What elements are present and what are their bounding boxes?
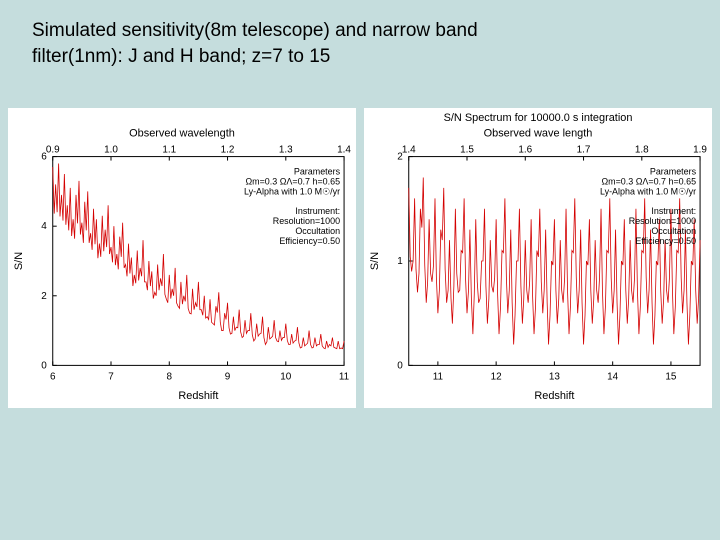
svg-text:Instrument:: Instrument: [651, 206, 696, 216]
svg-text:1.2: 1.2 [221, 145, 235, 156]
svg-text:1: 1 [397, 256, 403, 267]
svg-text:1.4: 1.4 [402, 145, 416, 156]
svg-text:Occultation: Occultation [651, 226, 696, 236]
svg-text:Redshift: Redshift [534, 390, 574, 402]
svg-text:1.5: 1.5 [460, 145, 474, 156]
svg-text:9: 9 [225, 371, 231, 382]
svg-text:Parameters: Parameters [650, 166, 697, 176]
svg-text:8: 8 [167, 371, 173, 382]
svg-text:4: 4 [41, 221, 47, 232]
chart-row: Observed wavelength 0.9 1.0 1.1 1.2 1.3 1.4 6 7 8… [0, 108, 720, 418]
left-chart-svg: Observed wavelength 0.9 1.0 1.1 1.2 1.3 1.4 6 7 8… [8, 108, 356, 408]
svg-text:7: 7 [108, 371, 114, 382]
svg-text:1.9: 1.9 [693, 145, 707, 156]
svg-text:0: 0 [397, 360, 403, 371]
svg-text:Instrument:: Instrument: [295, 206, 340, 216]
svg-text:Resolution=1000: Resolution=1000 [629, 216, 696, 226]
svg-text:Redshift: Redshift [178, 390, 218, 402]
svg-text:Ωm=0.3 ΩΛ=0.7 h=0.65: Ωm=0.3 ΩΛ=0.7 h=0.65 [245, 176, 340, 186]
svg-text:2: 2 [41, 291, 47, 302]
svg-text:0: 0 [41, 360, 47, 371]
svg-text:1.3: 1.3 [279, 145, 293, 156]
svg-text:1.0: 1.0 [104, 145, 118, 156]
svg-text:13: 13 [549, 371, 561, 382]
right-chart-svg: S/N Spectrum for 10000.0 s integration Ob… [364, 108, 712, 408]
svg-text:Ly-Alpha with 1.0 M☉/yr: Ly-Alpha with 1.0 M☉/yr [600, 186, 696, 196]
svg-text:6: 6 [50, 371, 56, 382]
svg-text:10: 10 [280, 371, 292, 382]
slide-title-line2: filter(1nm): J and H band; z=7 to 15 [32, 46, 330, 67]
svg-text:0.9: 0.9 [46, 145, 60, 156]
svg-text:S/N Spectrum for 10000.0 s int: S/N Spectrum for 10000.0 s integration [444, 112, 633, 124]
svg-text:Ωm=0.3 ΩΛ=0.7 h=0.65: Ωm=0.3 ΩΛ=0.7 h=0.65 [601, 176, 696, 186]
svg-text:S/N: S/N [13, 252, 25, 270]
svg-text:Observed wavelength: Observed wavelength [129, 128, 235, 140]
svg-text:1.1: 1.1 [162, 145, 176, 156]
left-chart-panel: Observed wavelength 0.9 1.0 1.1 1.2 1.3 1.4 6 7 8… [8, 108, 356, 408]
svg-text:Efficiency=0.50: Efficiency=0.50 [635, 236, 696, 246]
svg-text:1.4: 1.4 [337, 145, 351, 156]
slide-title-line1: Simulated sensitivity(8m telescope) and … [32, 20, 478, 41]
svg-text:Ly-Alpha with 1.0 M☉/yr: Ly-Alpha with 1.0 M☉/yr [244, 186, 340, 196]
svg-text:Occultation: Occultation [295, 226, 340, 236]
svg-text:6: 6 [41, 152, 47, 163]
svg-text:11: 11 [339, 371, 350, 382]
slide-title: Simulated sensitivity(8m telescope) and … [32, 18, 688, 69]
svg-text:Resolution=1000: Resolution=1000 [273, 216, 340, 226]
svg-text:Observed wave length: Observed wave length [484, 128, 593, 140]
svg-text:S/N: S/N [369, 252, 381, 270]
svg-text:14: 14 [607, 371, 619, 382]
right-chart-panel: S/N Spectrum for 10000.0 s integration Ob… [364, 108, 712, 408]
svg-text:15: 15 [665, 371, 677, 382]
svg-text:12: 12 [491, 371, 503, 382]
svg-text:1.6: 1.6 [518, 145, 532, 156]
svg-text:Efficiency=0.50: Efficiency=0.50 [279, 236, 340, 246]
svg-text:11: 11 [433, 371, 444, 382]
svg-text:1.8: 1.8 [635, 145, 649, 156]
svg-text:2: 2 [397, 152, 403, 163]
svg-text:1.7: 1.7 [577, 145, 591, 156]
svg-text:Parameters: Parameters [294, 166, 341, 176]
